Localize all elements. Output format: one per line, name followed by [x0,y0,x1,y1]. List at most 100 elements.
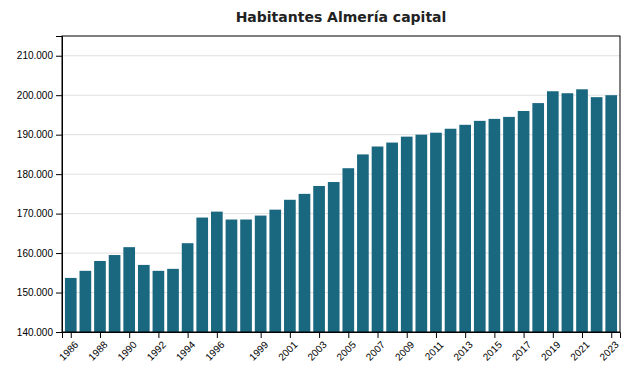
y-tick-mark [56,174,62,175]
y-tick-mark [56,95,62,96]
y-tick: 190.000 [17,129,62,140]
bar [518,111,530,332]
x-tick: 2017 [510,332,534,363]
plot-frame [62,36,620,332]
bar [138,265,150,332]
bar [182,243,194,332]
bar [605,95,617,332]
grid-line [62,55,620,56]
x-tick-label: 2003 [305,339,329,363]
y-tick: 210.000 [17,50,62,61]
x-tick-mark [436,332,437,338]
x-tick-label: 2017 [510,339,534,363]
bar [591,97,603,332]
x-tick: 1994 [174,332,198,363]
x-tick-mark [348,332,349,338]
bar [415,135,427,332]
x-tick-label: 2023 [597,339,621,363]
bar [153,271,165,332]
y-tick: 180.000 [17,169,62,180]
x-tick: 2001 [276,332,300,363]
x-tick: 2015 [481,332,505,363]
y-axis-line [56,37,63,333]
bar [109,255,121,332]
x-tick: 2013 [451,332,475,363]
x-tick-label: 1996 [203,339,227,363]
y-tick: 140.000 [17,327,62,338]
y-tick-mark [56,253,62,254]
x-tick-label: 2021 [568,339,592,363]
x-tick-mark [553,332,554,338]
plot: 140.000 150.000 160.000 170.000 180.000 190.0… [17,36,621,382]
bar [167,269,179,332]
x-tick-mark [71,332,72,338]
x-tick-mark [100,332,101,338]
bar [240,220,252,332]
y-tick: 200.000 [17,90,62,101]
x-tick-label: 1994 [174,339,198,363]
bar [269,210,281,332]
y-tick-mark [56,56,62,57]
x-tick-mark [319,332,320,338]
y-tick-label: 190.000 [17,129,54,140]
bar [94,261,106,332]
x-tick-mark [407,332,408,338]
x-tick: 2005 [334,332,358,363]
bar [284,200,296,332]
x-tick-label: 2015 [481,339,505,363]
bar [489,119,501,332]
x-tick-label: 2013 [451,339,475,363]
x-tick-label: 1990 [115,339,139,363]
x-tick-mark [494,332,495,338]
y-tick-label: 170.000 [17,208,54,219]
x-tick-label: 2001 [276,339,300,363]
bar [313,186,325,332]
x-tick: 1986 [57,332,81,363]
y-tick-mark [56,214,62,215]
bar [357,154,369,332]
x-tick: 2011 [423,332,446,362]
bar [401,137,413,332]
x-tick-label: 1999 [247,339,271,363]
x-tick-mark [261,332,262,338]
x-tick: 2007 [364,332,388,363]
x-tick-label: 1986 [57,339,81,363]
x-tick-label: 2009 [393,339,417,363]
x-tick-label: 2005 [334,339,358,363]
bar [226,220,238,332]
x-tick: 1990 [115,332,139,363]
bar [576,89,588,332]
x-tick-mark [524,332,525,338]
bar [547,91,559,332]
x-tick: 1988 [86,332,110,363]
y-tick: 160.000 [17,248,62,259]
x-tick-mark [611,332,612,338]
y-axis: 140.000 150.000 160.000 170.000 180.000 190.0… [17,37,63,338]
x-tick-label: 1988 [86,339,110,363]
y-tick-mark [56,135,62,136]
x-tick-label: 1992 [145,339,169,363]
y-tick-label: 150.000 [17,287,54,298]
x-tick: 1999 [247,332,271,363]
bar [80,271,92,332]
bar [445,129,457,332]
y-tick-label: 140.000 [17,327,54,338]
bar [123,247,135,332]
x-tick-mark [465,332,466,338]
x-tick-label: 2011 [423,339,446,362]
y-tick: 150.000 [17,287,62,298]
x-tick-mark [188,332,189,338]
bar [459,125,471,332]
bar [211,212,223,332]
x-tick-label: 2007 [364,339,388,363]
x-tick: 2021 [568,332,592,363]
bar [386,143,398,332]
bar [65,278,77,332]
chart: 140.000 150.000 160.000 170.000 180.000 190.0… [0,0,640,382]
bar [503,117,515,332]
y-tick-mark [56,293,62,294]
x-tick: 1992 [145,332,169,363]
grid-line [62,95,620,96]
title: Habitantes Almería capital [236,9,447,25]
y-tick: 170.000 [17,208,62,219]
